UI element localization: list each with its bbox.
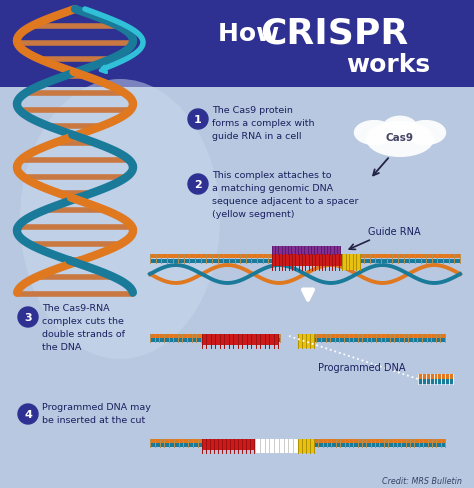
Text: 3: 3 [24, 312, 32, 323]
Text: This complex attaches to
a matching genomic DNA
sequence adjacent to a spacer
(y: This complex attaches to a matching geno… [212, 171, 358, 218]
Bar [202, 334, 278, 341]
Bar [202, 439, 254, 446]
Bar [418, 379, 453, 384]
Bar [272, 246, 340, 254]
Bar [150, 339, 280, 342]
Text: How: How [218, 22, 288, 46]
Bar [150, 439, 255, 443]
Text: Guide RNA: Guide RNA [368, 226, 420, 237]
Bar [150, 254, 460, 259]
Circle shape [18, 404, 38, 424]
Bar [0, 0, 474, 88]
Text: The Cas9 protein
forms a complex with
guide RNA in a cell: The Cas9 protein forms a complex with gu… [212, 106, 315, 141]
Bar [314, 443, 445, 447]
Bar [255, 439, 298, 453]
Bar [202, 443, 254, 449]
Bar [298, 439, 314, 453]
Bar [202, 338, 278, 345]
Bar [342, 254, 360, 270]
Bar [150, 259, 460, 263]
Ellipse shape [354, 121, 394, 146]
Text: 1: 1 [194, 115, 202, 125]
Bar [298, 339, 445, 342]
Ellipse shape [383, 116, 417, 138]
Bar [272, 259, 342, 266]
Circle shape [188, 110, 208, 130]
Bar [0, 88, 474, 488]
Bar [298, 334, 445, 338]
Text: The Cas9-RNA
complex cuts the
double strands of
the DNA: The Cas9-RNA complex cuts the double str… [42, 304, 125, 351]
Bar [298, 334, 314, 348]
Bar [150, 334, 280, 338]
Text: Programmed DNA: Programmed DNA [318, 362, 405, 372]
Text: CRISPR: CRISPR [260, 17, 408, 51]
Text: Credit: MRS Bulletin: Credit: MRS Bulletin [382, 475, 462, 485]
Circle shape [188, 175, 208, 195]
Text: 4: 4 [24, 409, 32, 419]
Bar [150, 443, 255, 447]
Text: works: works [346, 53, 430, 77]
Ellipse shape [20, 80, 220, 359]
Text: Cas9: Cas9 [386, 133, 414, 142]
Bar [418, 374, 453, 379]
Bar [272, 254, 342, 263]
Text: Programmed DNA may
be inserted at the cut: Programmed DNA may be inserted at the cu… [42, 402, 151, 424]
Text: 2: 2 [194, 180, 202, 190]
Bar [314, 439, 445, 443]
Ellipse shape [366, 122, 434, 158]
Circle shape [18, 307, 38, 327]
Ellipse shape [405, 121, 446, 146]
